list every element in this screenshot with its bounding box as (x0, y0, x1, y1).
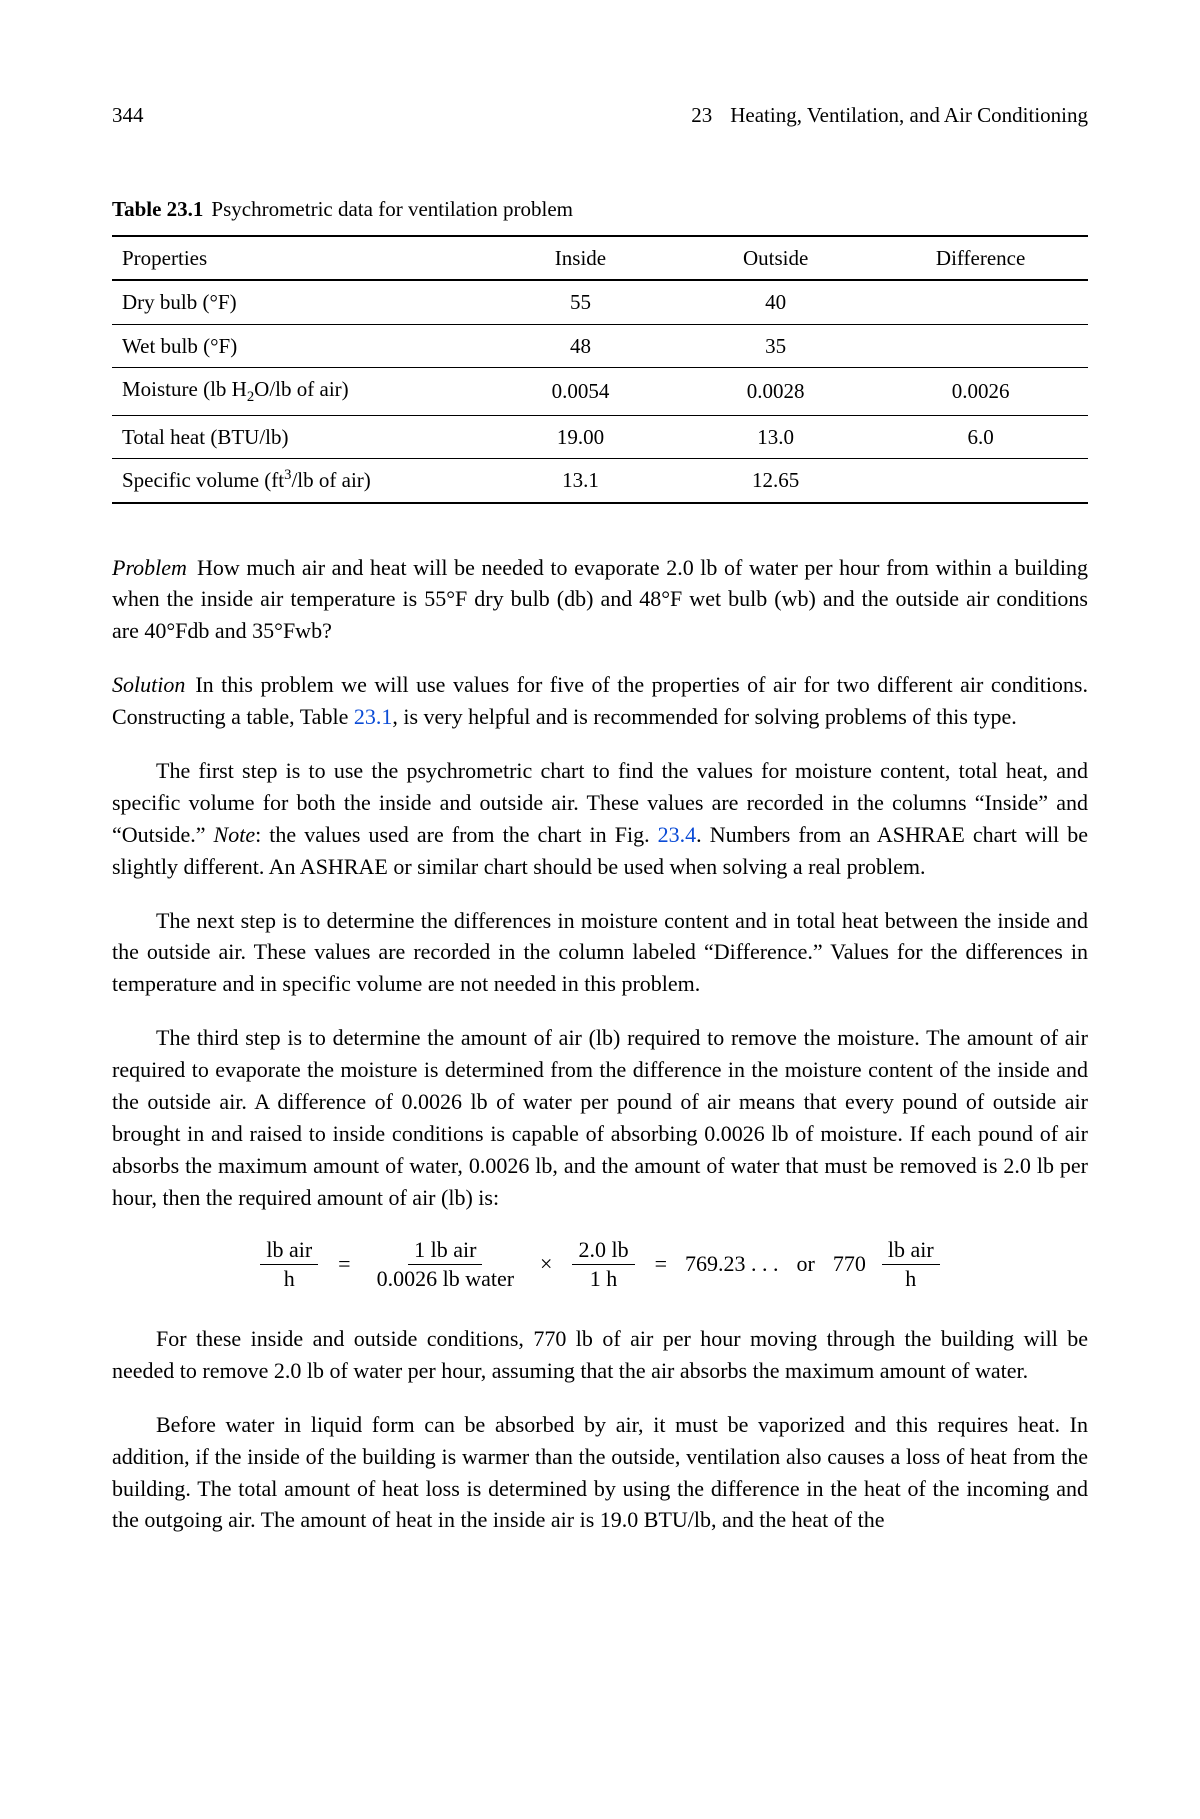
frac-lb-air-per-h: lb air h (256, 1238, 322, 1291)
air-requirement-equation: lb air h = 1 lb air 0.0026 lb water × 2.… (112, 1238, 1088, 1291)
table-row: Dry bulb (°F) 55 40 (112, 280, 1088, 324)
scalar-770: 770 (831, 1248, 868, 1280)
table-row: Specific volume (ft3/lb of air) 13.1 12.… (112, 459, 1088, 503)
inside-specific-volume: 13.1 (483, 459, 678, 503)
table-caption-text: Psychrometric data for ventilation probl… (211, 197, 573, 221)
inside-dry-bulb: 55 (483, 280, 678, 324)
solution-para-6: Before water in liquid form can be absor… (112, 1409, 1088, 1537)
outside-moisture: 0.0028 (678, 368, 873, 416)
table-row: Moisture (lb H2O/lb of air) 0.0054 0.002… (112, 368, 1088, 416)
prop-wet-bulb: Wet bulb (°F) (112, 324, 483, 367)
table-row: Total heat (BTU/lb) 19.00 13.0 6.0 (112, 415, 1088, 458)
table-header-row: Properties Inside Outside Difference (112, 236, 1088, 280)
outside-total-heat: 13.0 (678, 415, 873, 458)
chapter-number: 23 (691, 103, 712, 127)
page-number: 344 (112, 100, 144, 130)
diff-moisture: 0.0026 (873, 368, 1088, 416)
prop-dry-bulb: Dry bulb (°F) (112, 280, 483, 324)
outside-dry-bulb: 40 (678, 280, 873, 324)
diff-dry-bulb (873, 280, 1088, 324)
col-header-difference: Difference (873, 236, 1088, 280)
running-header: 344 23 Heating, Ventilation, and Air Cond… (112, 100, 1088, 130)
diff-specific-volume (873, 459, 1088, 503)
col-header-outside: Outside (678, 236, 873, 280)
times-op: × (534, 1248, 558, 1280)
inside-moisture: 0.0054 (483, 368, 678, 416)
solution-para-3: The next step is to determine the differ… (112, 905, 1088, 1001)
solution-para-5: For these inside and outside conditions,… (112, 1323, 1088, 1387)
solution-para-4: The third step is to determine the amoun… (112, 1022, 1088, 1213)
col-header-inside: Inside (483, 236, 678, 280)
inside-wet-bulb: 48 (483, 324, 678, 367)
problem-label: Problem (112, 555, 187, 580)
result-769: 769.23 . . . (683, 1248, 781, 1280)
psychrometric-table: Properties Inside Outside Difference Dry… (112, 235, 1088, 504)
table-label: Table 23.1 (112, 197, 203, 221)
diff-total-heat: 6.0 (873, 415, 1088, 458)
prop-total-heat: Total heat (BTU/lb) (112, 415, 483, 458)
equals-2: = (649, 1248, 673, 1280)
solution-para-2: The first step is to use the psychrometr… (112, 755, 1088, 883)
equals-1: = (332, 1248, 356, 1280)
prop-moisture: Moisture (lb H2O/lb of air) (112, 368, 483, 416)
table-caption: Table 23.1 Psychrometric data for ventila… (112, 194, 1088, 224)
figure-reference: 23.4 (658, 822, 697, 847)
table-reference: 23.1 (354, 704, 393, 729)
table-row: Wet bulb (°F) 48 35 (112, 324, 1088, 367)
solution-p2b: : the values used are from the chart in … (255, 822, 658, 847)
or-text: or (791, 1248, 821, 1280)
solution-para-1: SolutionIn this problem we will use valu… (112, 669, 1088, 733)
note-label: Note (214, 822, 256, 847)
diff-wet-bulb (873, 324, 1088, 367)
col-header-properties: Properties (112, 236, 483, 280)
chapter-title: Heating, Ventilation, and Air Conditioni… (730, 103, 1088, 127)
inside-total-heat: 19.00 (483, 415, 678, 458)
problem-text: How much air and heat will be needed to … (112, 555, 1088, 644)
frac-two-lb-per-h: 2.0 lb 1 h (568, 1238, 638, 1291)
frac-lb-air-per-h-2: lb air h (878, 1238, 944, 1291)
solution-label: Solution (112, 672, 185, 697)
problem-block: ProblemHow much air and heat will be nee… (112, 552, 1088, 648)
chapter-heading: 23 Heating, Ventilation, and Air Conditio… (691, 100, 1088, 130)
solution-p1b: , is very helpful and is recommended for… (392, 704, 1016, 729)
frac-one-lb-air-per-water: 1 lb air 0.0026 lb water (367, 1238, 524, 1291)
prop-specific-volume: Specific volume (ft3/lb of air) (112, 459, 483, 503)
outside-wet-bulb: 35 (678, 324, 873, 367)
outside-specific-volume: 12.65 (678, 459, 873, 503)
